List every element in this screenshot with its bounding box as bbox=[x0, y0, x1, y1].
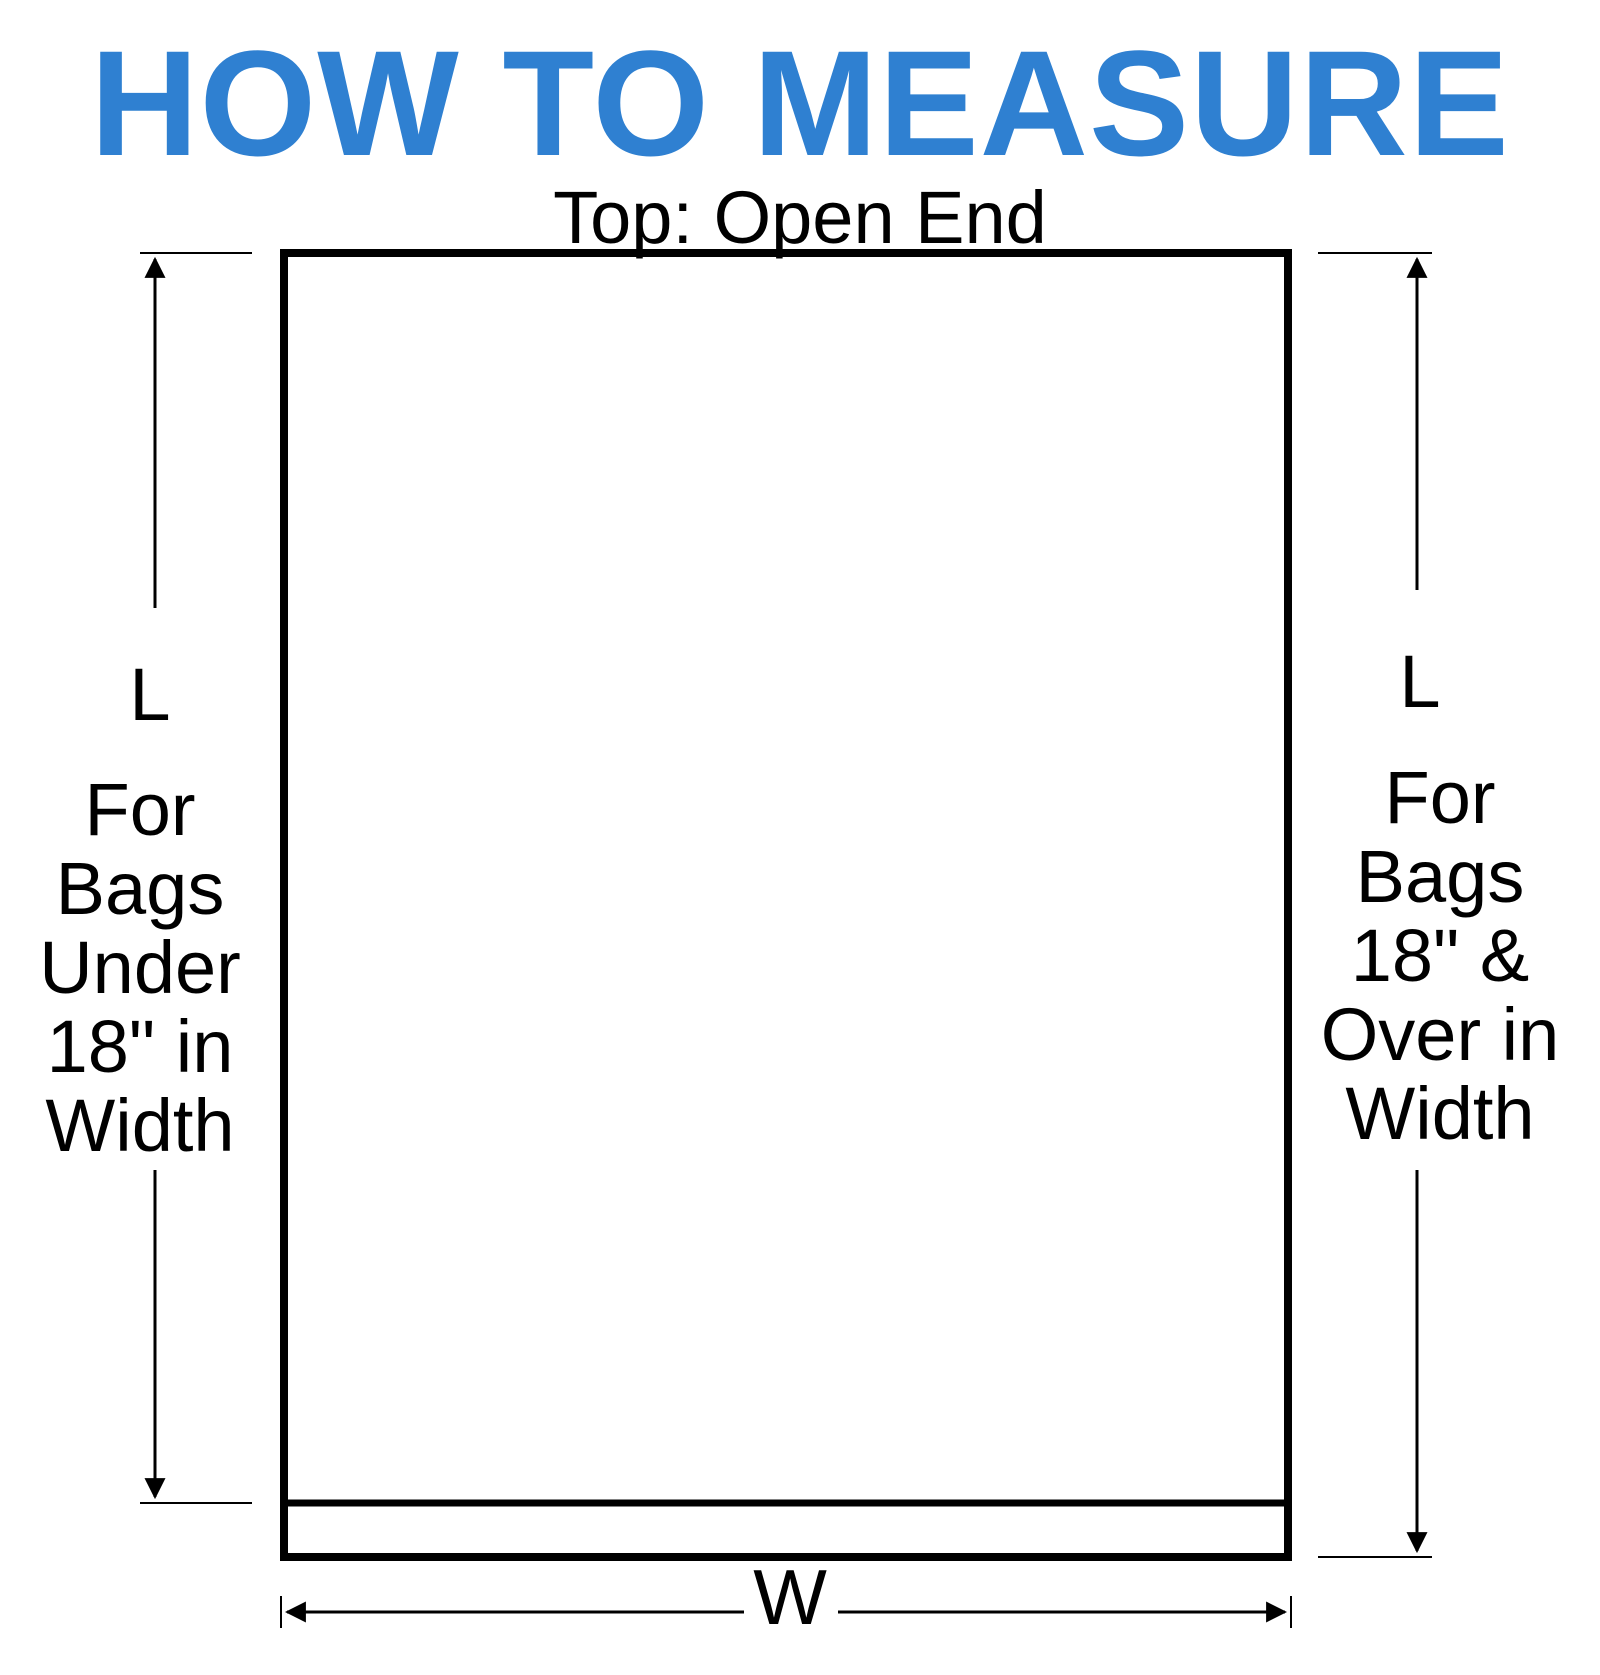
width-label: W bbox=[753, 1553, 827, 1641]
left-length-label: L bbox=[129, 653, 171, 736]
right-length-label: L bbox=[1399, 640, 1441, 723]
left-length-note: For Bags Under 18" in Width bbox=[39, 768, 241, 1167]
top-open-end-label: Top: Open End bbox=[553, 176, 1047, 259]
right-length-note: For Bags 18" & Over in Width bbox=[1320, 756, 1560, 1155]
bag-outline bbox=[280, 249, 1292, 1561]
page-title: HOW TO MEASURE bbox=[90, 19, 1510, 187]
